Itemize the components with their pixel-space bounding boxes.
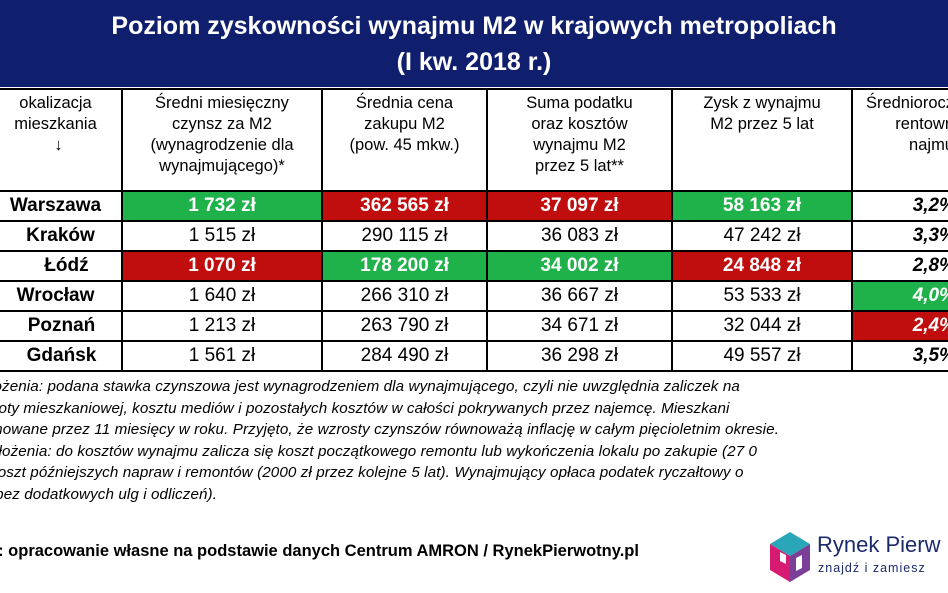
source-note: o: opracowanie własne na podstawie danyc…	[0, 542, 639, 560]
header-location-line-1: okalizacja	[19, 94, 92, 112]
header-costs-line-4: przez 5 lat**	[535, 157, 624, 175]
header-yield-line-3: najmu	[909, 136, 948, 154]
table-row: Poznań 1 213 zł 263 790 zł 34 671 zł 32 …	[0, 310, 948, 342]
price-cell: 263 790 zł	[321, 310, 488, 342]
profit-cell: 24 848 zł	[671, 250, 853, 282]
yield-cell: 2,4%	[851, 310, 948, 342]
footnote-line: ałożenia: do kosztów wynajmu zalicza się…	[0, 442, 758, 460]
price-cell: 290 115 zł	[321, 220, 488, 252]
header-price-line-2: zakupu M2	[364, 115, 445, 133]
footnote-line: noty mieszkaniowej, kosztu mediów i pozo…	[0, 399, 730, 417]
rent-cell: 1 561 zł	[121, 340, 323, 372]
header-rent-line-3: (wynagrodzenie dla	[150, 136, 294, 154]
header-profit-line-2: M2 przez 5 lat	[710, 115, 814, 133]
rynek-pierwotny-logo: Rynek Pierw znajdź i zamiesz	[766, 528, 948, 588]
footnote-line: łożenia: podana stawka czynszowa jest wy…	[0, 378, 740, 395]
rent-cell: 1 732 zł	[121, 190, 323, 222]
footnote-line: (bez dodatkowych ulg i odliczeń).	[0, 485, 218, 503]
header-location-line-2: mieszkania	[14, 115, 97, 133]
table-row: Łódź 1 070 zł 178 200 zł 34 002 zł 24 84…	[0, 250, 948, 282]
header-costs-line-2: oraz kosztów	[531, 115, 628, 133]
header-price: Średnia cena zakupu M2 (pow. 45 mkw.)	[321, 88, 488, 192]
costs-cell: 36 083 zł	[486, 220, 673, 252]
profit-cell: 32 044 zł	[671, 310, 853, 342]
profit-cell: 53 533 zł	[671, 280, 853, 312]
yield-cell: 3,3%	[851, 220, 948, 252]
header-rent: Średni miesięczny czynsz za M2 (wynagrod…	[121, 88, 323, 192]
header-location: okalizacja mieszkania ↓	[0, 88, 123, 192]
table-header-row: okalizacja mieszkania ↓ Średni miesięczn…	[0, 88, 948, 192]
yield-cell: 2,8%	[851, 250, 948, 282]
city-cell: Łódź	[0, 250, 123, 282]
header-rent-line-1: Średni miesięczny	[155, 94, 289, 112]
price-cell: 362 565 zł	[321, 190, 488, 222]
arrow-down-icon: ↓	[54, 136, 63, 154]
yield-cell: 3,5%	[851, 340, 948, 372]
rent-cell: 1 070 zł	[121, 250, 323, 282]
city-cell: Warszawa	[0, 190, 123, 222]
costs-cell: 34 671 zł	[486, 310, 673, 342]
logo-name: Rynek Pierw	[817, 532, 941, 557]
yield-cell: 3,2%	[851, 190, 948, 222]
header-yield-line-1: Średniorocz	[865, 94, 948, 112]
table-row: Wrocław 1 640 zł 266 310 zł 36 667 zł 53…	[0, 280, 948, 312]
city-cell: Wrocław	[0, 280, 123, 312]
header-costs-line-3: wynajmu M2	[533, 136, 626, 154]
price-cell: 284 490 zł	[321, 340, 488, 372]
rent-cell: 1 640 zł	[121, 280, 323, 312]
table-row: Gdańsk 1 561 zł 284 490 zł 36 298 zł 49 …	[0, 340, 948, 372]
yield-cell: 4,0%	[851, 280, 948, 312]
city-cell: Kraków	[0, 220, 123, 252]
costs-cell: 37 097 zł	[486, 190, 673, 222]
header-profit-line-1: Zysk z wynajmu	[703, 94, 821, 112]
header-price-line-3: (pow. 45 mkw.)	[349, 136, 460, 154]
footnotes: łożenia: podana stawka czynszowa jest wy…	[0, 376, 948, 506]
header-costs-line-1: Suma podatku	[526, 94, 633, 112]
rental-yield-table: okalizacja mieszkania ↓ Średni miesięczn…	[0, 88, 948, 372]
city-cell: Poznań	[0, 310, 123, 342]
profit-cell: 49 557 zł	[671, 340, 853, 372]
header-rent-line-2: czynsz za M2	[172, 115, 272, 133]
city-cell: Gdańsk	[0, 340, 123, 372]
price-cell: 178 200 zł	[321, 250, 488, 282]
rent-cell: 1 213 zł	[121, 310, 323, 342]
header-profit: Zysk z wynajmu M2 przez 5 lat	[671, 88, 853, 192]
table-row: Warszawa 1 732 zł 362 565 zł 37 097 zł 5…	[0, 190, 948, 222]
costs-cell: 36 667 zł	[486, 280, 673, 312]
page-title: Poziom zyskowności wynajmu M2 w krajowyc…	[0, 0, 948, 87]
logo-tagline: znajdź i zamiesz	[818, 561, 926, 575]
price-cell: 266 310 zł	[321, 280, 488, 312]
title-line-2: (I kw. 2018 r.)	[396, 47, 552, 76]
header-rent-line-4: wynajmującego)*	[159, 157, 285, 175]
rent-cell: 1 515 zł	[121, 220, 323, 252]
footnote-line: mowane przez 11 miesięcy w roku. Przyjęt…	[0, 421, 780, 439]
house-logo-icon	[770, 532, 810, 582]
header-price-line-1: Średnia cena	[355, 94, 454, 112]
costs-cell: 36 298 zł	[486, 340, 673, 372]
title-line-1: Poziom zyskowności wynajmu M2 w krajowyc…	[111, 11, 837, 40]
profit-cell: 58 163 zł	[671, 190, 853, 222]
header-costs: Suma podatku oraz kosztów wynajmu M2 prz…	[486, 88, 673, 192]
profit-cell: 47 242 zł	[671, 220, 853, 252]
costs-cell: 34 002 zł	[486, 250, 673, 282]
footnote-line: koszt późniejszych napraw i remontów (20…	[0, 464, 744, 482]
table-row: Kraków 1 515 zł 290 115 zł 36 083 zł 47 …	[0, 220, 948, 252]
